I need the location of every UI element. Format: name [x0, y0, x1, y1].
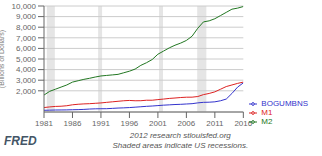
svg-text:2001: 2001	[149, 119, 167, 126]
svg-text:10,000: 10,000	[12, 2, 37, 11]
html-text:FRED: FRED	[4, 134, 37, 148]
svg-text:4,000: 4,000	[16, 65, 37, 74]
svg-text:2,000: 2,000	[16, 87, 37, 96]
html-text:Shaded areas indicate US reces: Shaded areas indicate US recessions.	[112, 141, 249, 150]
svg-text:5,000: 5,000	[16, 55, 37, 64]
html-text:BOGUMBNS: BOGUMBNS	[261, 99, 308, 108]
html-text:M2: M2	[261, 117, 273, 126]
svg-text:1986: 1986	[64, 119, 82, 126]
svg-text:6,000: 6,000	[16, 44, 37, 53]
svg-text:1991: 1991	[92, 119, 110, 126]
html-text:2012 research stlouisfed.org: 2012 research stlouisfed.org	[129, 131, 231, 140]
svg-text:1981: 1981	[35, 119, 53, 126]
svg-text:2016: 2016	[234, 119, 252, 126]
html-text:M1: M1	[261, 108, 273, 117]
svg-text:2011: 2011	[206, 119, 224, 126]
svg-text:8,000: 8,000	[16, 23, 37, 32]
svg-text:7,000: 7,000	[16, 34, 37, 43]
svg-text:1996: 1996	[121, 119, 139, 126]
svg-text:2006: 2006	[177, 119, 195, 126]
svg-text:9,000: 9,000	[16, 12, 37, 21]
svg-text:(Billions of Dollars): (Billions of Dollars)	[0, 30, 6, 88]
svg-text:3,000: 3,000	[16, 76, 37, 85]
